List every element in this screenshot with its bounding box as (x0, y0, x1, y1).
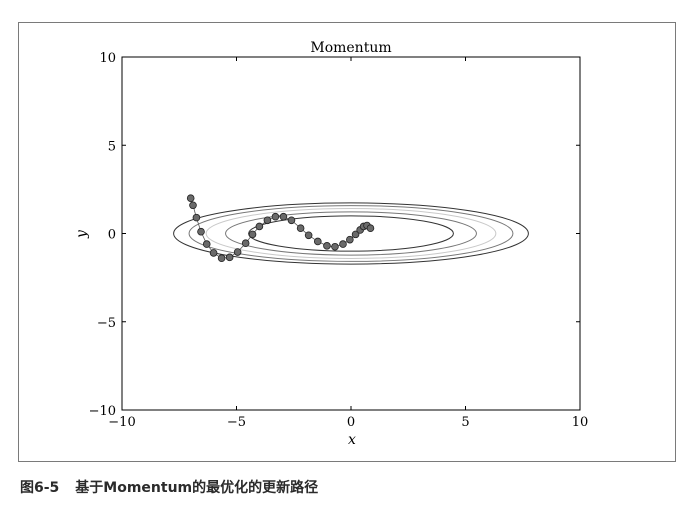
path-point (351, 230, 360, 239)
path-point (339, 240, 347, 248)
path-point (263, 216, 272, 225)
path-line (190, 198, 371, 259)
y-axis-label: y (74, 229, 90, 239)
path-point (202, 240, 211, 248)
contour-line (225, 211, 477, 256)
contour-lines (173, 202, 529, 265)
path-point (366, 224, 375, 233)
chart-title: Momentum (310, 40, 391, 56)
contour-line (248, 215, 454, 252)
path-point (209, 249, 218, 257)
path-point (323, 242, 331, 250)
path-point (186, 194, 195, 203)
path-point (279, 212, 288, 221)
axis-ticks: −10−10 −5 −5 0 0 5 5 10 10 (89, 51, 589, 430)
figure-number: 图6-5 (20, 480, 60, 496)
x-tick-label: 0 (347, 415, 355, 430)
path-point (192, 213, 201, 222)
path-point (197, 227, 205, 236)
x-axis-label: x (348, 432, 356, 448)
figure-caption: 图6-5 基于Momentum的最优化的更新路径 (20, 477, 318, 499)
path-point (304, 231, 313, 240)
x-tick-label: −10 (108, 415, 135, 430)
y-tick-label: 5 (108, 139, 116, 154)
contour-line (205, 208, 497, 259)
path-point (233, 248, 242, 256)
figure-caption-text: 基于Momentum的最优化的更新路径 (75, 480, 319, 496)
path-point (248, 230, 257, 239)
y-tick-label: −5 (97, 316, 116, 331)
contour-line (188, 205, 514, 262)
path-point (255, 222, 264, 231)
x-tick-label: 10 (572, 415, 589, 430)
contour-line (173, 202, 529, 265)
path-point (346, 235, 354, 244)
path-point (296, 224, 305, 233)
path-point (225, 253, 234, 262)
path-point (313, 237, 322, 246)
path-point (189, 201, 197, 210)
optimization-path (186, 194, 375, 263)
y-tick-label: −10 (89, 404, 116, 419)
plot-area (122, 57, 580, 410)
x-tick-label: 5 (461, 415, 469, 430)
path-point (287, 216, 296, 225)
path-point (331, 242, 339, 251)
y-tick-label: 10 (99, 51, 116, 66)
path-point (241, 239, 250, 248)
path-point (217, 254, 226, 263)
y-tick-label: 0 (108, 228, 116, 243)
x-tick-label: −5 (227, 415, 246, 430)
path-point (271, 212, 280, 221)
